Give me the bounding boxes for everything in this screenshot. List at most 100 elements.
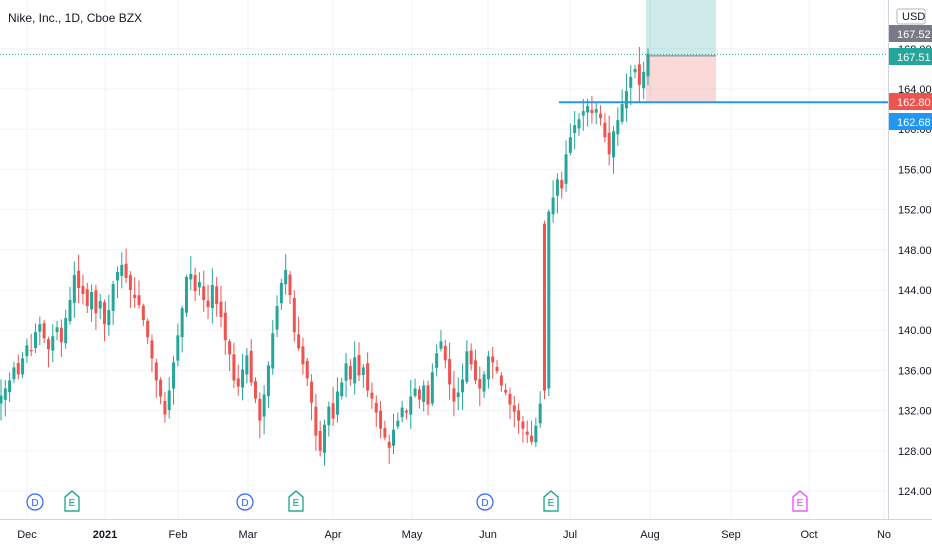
candle — [262, 385, 266, 435]
candle — [150, 334, 154, 373]
candle — [624, 73, 628, 122]
candle — [111, 280, 115, 325]
candle — [275, 295, 279, 338]
candle — [59, 319, 63, 357]
candle — [348, 359, 352, 386]
svg-text:E: E — [69, 498, 76, 509]
candle — [184, 274, 188, 317]
candle — [55, 320, 59, 341]
x-tick-label: Feb — [169, 529, 188, 541]
svg-text:E: E — [293, 498, 300, 509]
candle — [3, 380, 7, 417]
candle — [72, 261, 76, 318]
candle — [607, 115, 611, 166]
candle — [435, 344, 439, 377]
candle — [154, 358, 158, 398]
candle — [581, 98, 585, 131]
candle — [616, 107, 620, 146]
candle — [534, 417, 538, 448]
candle — [642, 61, 646, 100]
candle — [197, 272, 201, 296]
x-tick-label: 2021 — [93, 529, 117, 541]
price-badge: 162.68 — [889, 113, 932, 130]
earnings-marker[interactable]: E — [543, 490, 559, 512]
candle — [361, 364, 365, 388]
y-tick-label: 140.00 — [898, 325, 932, 337]
candle — [0, 379, 3, 421]
candle — [400, 400, 404, 423]
y-tick-label: 152.00 — [898, 205, 932, 217]
candle — [542, 220, 546, 399]
candle — [206, 284, 210, 320]
candle — [439, 330, 443, 352]
candle — [461, 363, 465, 410]
dividend-marker[interactable]: D — [26, 493, 44, 511]
candle — [396, 412, 400, 430]
candle — [133, 277, 137, 308]
candle — [81, 274, 85, 305]
candle — [189, 256, 193, 291]
dividend-marker[interactable]: D — [476, 493, 494, 511]
price-axis[interactable]: 124.00 128.00 132.00 136.00 140.00 144.00 148.… — [898, 44, 932, 498]
candle — [538, 391, 542, 428]
candle — [637, 46, 641, 103]
currency-label[interactable]: USD — [896, 8, 926, 25]
y-tick-label: 136.00 — [898, 365, 932, 377]
currency-text: USD — [902, 11, 925, 23]
candle — [560, 171, 564, 199]
candle — [115, 266, 119, 299]
candle — [530, 420, 534, 445]
candle — [180, 305, 184, 353]
candle — [51, 324, 55, 363]
candle — [253, 377, 257, 403]
chart-grid — [0, 0, 888, 519]
candle — [387, 434, 391, 464]
candle — [551, 180, 555, 223]
candle — [512, 395, 516, 428]
candle — [284, 254, 288, 295]
candle — [456, 377, 460, 411]
profit-zone[interactable] — [646, 0, 716, 56]
x-tick-label: Jun — [479, 529, 497, 541]
candle — [448, 342, 452, 400]
candle — [318, 421, 322, 457]
candle — [46, 336, 50, 368]
candle — [292, 290, 296, 342]
long-position-tool[interactable] — [646, 0, 716, 102]
earnings-marker[interactable]: E — [288, 490, 304, 512]
candlestick-series — [0, 46, 650, 466]
candle — [120, 252, 124, 289]
candle — [525, 420, 529, 443]
candle — [499, 371, 503, 392]
dividend-marker[interactable]: D — [236, 493, 254, 511]
candle — [202, 270, 206, 312]
candle — [426, 380, 430, 416]
x-tick-label: Mar — [239, 529, 258, 541]
svg-text:167.51: 167.51 — [897, 52, 931, 64]
x-tick-label: Jul — [563, 529, 577, 541]
candle — [547, 209, 551, 397]
candle — [495, 360, 499, 374]
earnings-marker[interactable]: E — [64, 490, 80, 512]
candle — [629, 65, 633, 106]
candle — [517, 403, 521, 434]
earnings-marker[interactable]: E — [792, 490, 808, 512]
loss-zone[interactable] — [646, 55, 716, 102]
candle — [98, 294, 102, 320]
candle — [599, 105, 603, 126]
candle — [29, 333, 33, 357]
candle — [124, 248, 128, 283]
x-tick-label: May — [402, 529, 423, 541]
y-tick-label: 156.00 — [898, 164, 932, 176]
candle — [486, 350, 490, 389]
time-axis[interactable]: Dec 2021 Feb Mar Apr May Jun Jul Aug Sep Oct No — [17, 529, 891, 541]
candle — [366, 352, 370, 398]
candle — [469, 343, 473, 371]
candle — [38, 316, 42, 346]
candle — [413, 378, 417, 398]
candle — [357, 342, 361, 382]
svg-text:E: E — [797, 498, 804, 509]
y-tick-label: 124.00 — [898, 486, 932, 498]
